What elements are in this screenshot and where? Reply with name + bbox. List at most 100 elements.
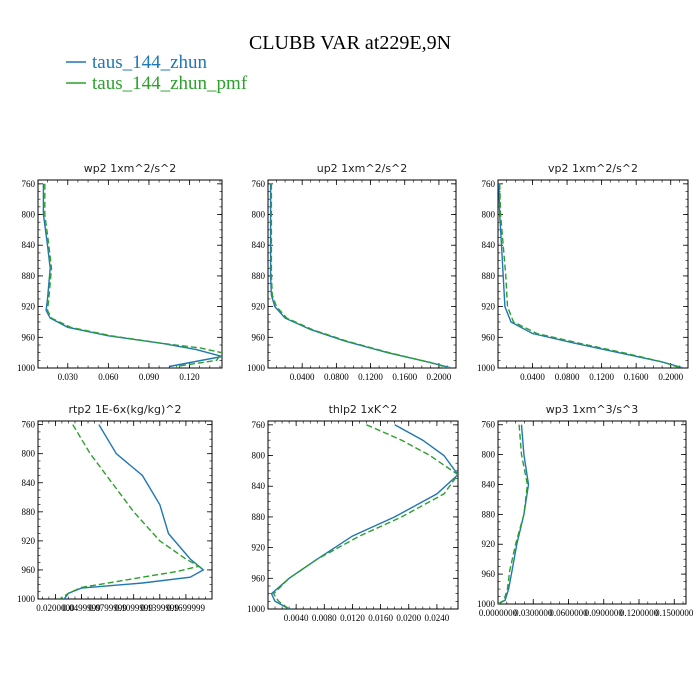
panel-title: thlp2 1xK^2 <box>329 403 398 416</box>
y-tick-label: 1000 <box>477 363 496 373</box>
y-tick-label: 800 <box>482 450 496 460</box>
y-tick-label: 920 <box>22 536 36 546</box>
panel-frame <box>497 179 689 369</box>
y-tick-label: 840 <box>22 478 36 488</box>
y-tick-label: 760 <box>252 179 266 189</box>
y-tick-label: 800 <box>22 449 36 459</box>
y-tick-label: 960 <box>482 332 496 342</box>
y-tick-label: 960 <box>252 573 266 583</box>
x-tick-label: 0.2000 <box>658 372 683 382</box>
x-tick-label: 0.0400 <box>520 372 545 382</box>
y-tick-label: 760 <box>22 179 36 189</box>
x-tick-label: 0.0600000 <box>549 608 588 618</box>
y-tick-label: 960 <box>482 569 496 579</box>
series-line-zhun <box>42 183 222 368</box>
panel-title: rtp2 1E-6x(kg/kg)^2 <box>69 403 182 416</box>
x-tick-label: 0.0000000 <box>479 608 518 618</box>
y-tick-label: 920 <box>252 302 266 312</box>
y-tick-label: 960 <box>22 565 36 575</box>
y-tick-label: 760 <box>482 179 496 189</box>
y-tick-label: 880 <box>22 271 36 281</box>
series-line-zhun <box>63 424 205 599</box>
x-tick-label: 0.0499999 <box>62 603 101 613</box>
panel-title: wp2 1xm^2/s^2 <box>84 162 177 175</box>
x-tick-label: 0.0080 <box>312 613 337 623</box>
chart-panel-6: wp3 1xm^3/s^3 760 800 840 880 920 960 10000.000… <box>477 403 694 618</box>
y-tick-label: 880 <box>482 509 496 519</box>
x-tick-label: 0.0200 <box>396 613 421 623</box>
y-tick-label: 760 <box>22 420 36 430</box>
x-tick-label: 0.0300000 <box>514 608 553 618</box>
chart-panel-3: vp2 1xm^2/s^2 760 800 840 880 920 960 1000 0.040… <box>477 162 689 382</box>
y-tick-label: 840 <box>22 240 36 250</box>
x-tick-label: 0.1200 <box>358 372 383 382</box>
x-tick-label: 0.1200 <box>589 372 614 382</box>
y-tick-label: 840 <box>252 481 266 491</box>
y-tick-label: 920 <box>482 302 496 312</box>
y-tick-label: 760 <box>252 420 266 430</box>
y-tick-label: 1000 <box>477 599 496 609</box>
x-tick-label: 0.1699999 <box>167 603 206 613</box>
legend-label-zhun: taus_144_zhun <box>92 52 208 73</box>
y-tick-label: 800 <box>252 210 266 220</box>
y-tick-label: 1000 <box>247 363 266 373</box>
panel-frame <box>267 179 457 369</box>
x-tick-label: 0.0400 <box>290 372 315 382</box>
y-tick-label: 1000 <box>17 594 36 604</box>
x-tick-label: 0.0240 <box>425 613 450 623</box>
y-tick-label: 960 <box>22 332 36 342</box>
panel-frame <box>37 420 213 600</box>
panel-frame <box>267 420 459 610</box>
y-tick-label: 920 <box>22 302 36 312</box>
series-line-zhun <box>498 424 530 604</box>
x-tick-label: 0.0120 <box>340 613 365 623</box>
y-tick-label: 760 <box>482 420 496 430</box>
x-tick-label: 0.1600 <box>392 372 417 382</box>
y-tick-label: 800 <box>482 210 496 220</box>
x-tick-label: 0.0160 <box>368 613 393 623</box>
x-tick-label: 0.060 <box>98 372 119 382</box>
x-tick-label: 0.1099999 <box>115 603 154 613</box>
y-tick-label: 800 <box>22 210 36 220</box>
x-tick-label: 0.0800 <box>555 372 580 382</box>
y-tick-label: 880 <box>482 271 496 281</box>
panel-title: vp2 1xm^2/s^2 <box>548 162 638 175</box>
x-tick-label: 0.1200000 <box>620 608 659 618</box>
figure-title: CLUBB VAR at229E,9N <box>249 32 451 54</box>
chart-panel-2: up2 1xm^2/s^2 760 800 840 880 920 960 1000 0.040… <box>247 162 457 382</box>
series-line-zhun-pmf <box>499 183 682 368</box>
y-tick-label: 840 <box>482 479 496 489</box>
x-tick-label: 0.2000 <box>427 372 452 382</box>
panel-title: wp3 1xm^3/s^3 <box>546 403 639 416</box>
series-line-zhun-pmf <box>498 424 529 604</box>
x-tick-label: 0.0800 <box>324 372 349 382</box>
y-tick-label: 880 <box>252 271 266 281</box>
x-tick-label: 0.0900000 <box>585 608 624 618</box>
panel-frame <box>497 420 687 605</box>
series-line-zhun-pmf <box>59 424 201 599</box>
series-line-zhun-pmf <box>272 424 458 609</box>
series-line-zhun <box>269 183 452 368</box>
x-tick-label: 0.0200000 <box>36 603 75 613</box>
y-tick-label: 800 <box>252 451 266 461</box>
legend: taus_144_zhun taus_144_zhun_pmf <box>66 52 248 94</box>
chart-panel-1: wp2 1xm^2/s^2 760 800 840 880 920 960 1000 0.030… <box>17 162 223 382</box>
legend-label-zhun-pmf: taus_144_zhun_pmf <box>92 73 248 94</box>
y-tick-label: 880 <box>22 507 36 517</box>
series-line-zhun <box>270 424 458 609</box>
series-line-zhun <box>498 183 684 368</box>
y-tick-label: 960 <box>252 332 266 342</box>
y-tick-label: 840 <box>482 240 496 250</box>
y-tick-label: 920 <box>252 543 266 553</box>
x-tick-label: 0.1500000 <box>655 608 694 618</box>
series-line-zhun-pmf <box>44 183 222 368</box>
x-tick-label: 0.120 <box>179 372 200 382</box>
panel-title: up2 1xm^2/s^2 <box>317 162 408 175</box>
panel-frame <box>37 179 223 369</box>
x-tick-label: 0.1600 <box>624 372 649 382</box>
chart-panel-4: rtp2 1E-6x(kg/kg)^2 760 800 840 880 920 960 100… <box>17 403 213 613</box>
y-tick-label: 1000 <box>247 604 266 614</box>
y-tick-label: 840 <box>252 240 266 250</box>
